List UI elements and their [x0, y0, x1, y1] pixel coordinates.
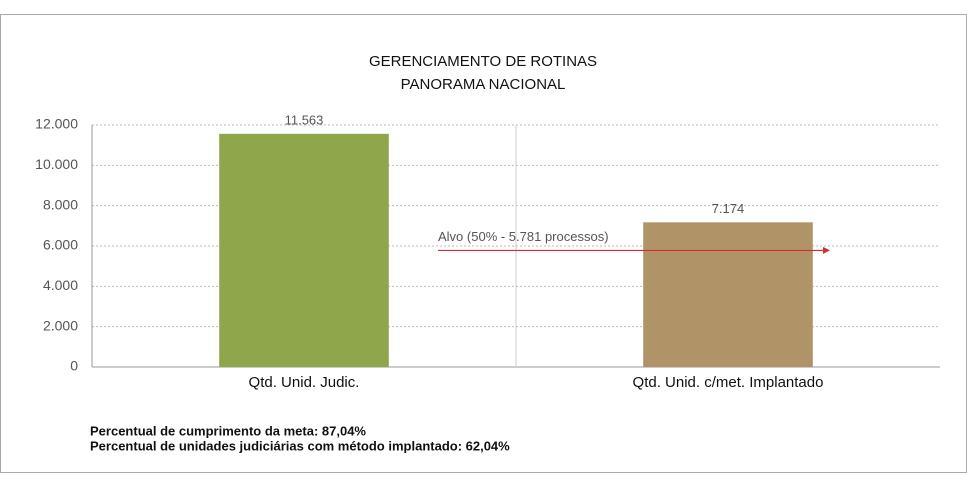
- data-label: 7.174: [712, 201, 745, 216]
- y-tick-label: 2.000: [43, 317, 78, 333]
- note: Percentual de unidades judiciárias com m…: [90, 438, 510, 453]
- y-tick-label: 10.000: [35, 156, 78, 172]
- bar: [219, 133, 389, 367]
- y-tick-label: 0: [70, 358, 78, 374]
- x-tick-label: Qtd. Unid. c/met. Implantado: [633, 374, 824, 391]
- data-label: 11.563: [285, 112, 324, 127]
- y-tick-label: 12.000: [35, 116, 78, 132]
- chart-title: GERENCIAMENTO DE ROTINAS: [369, 53, 597, 70]
- bar: [643, 222, 813, 367]
- note: Percentual de cumprimento da meta: 87,04…: [90, 423, 366, 438]
- y-tick-label: 4.000: [43, 277, 78, 293]
- y-tick-label: 8.000: [43, 196, 78, 212]
- target-label: Alvo (50% - 5.781 processos): [438, 229, 609, 244]
- target-arrowhead: [823, 246, 830, 254]
- y-tick-label: 6.000: [43, 237, 78, 253]
- chart-subtitle: PANORAMA NACIONAL: [401, 76, 566, 93]
- x-tick-label: Qtd. Unid. Judic.: [249, 374, 360, 391]
